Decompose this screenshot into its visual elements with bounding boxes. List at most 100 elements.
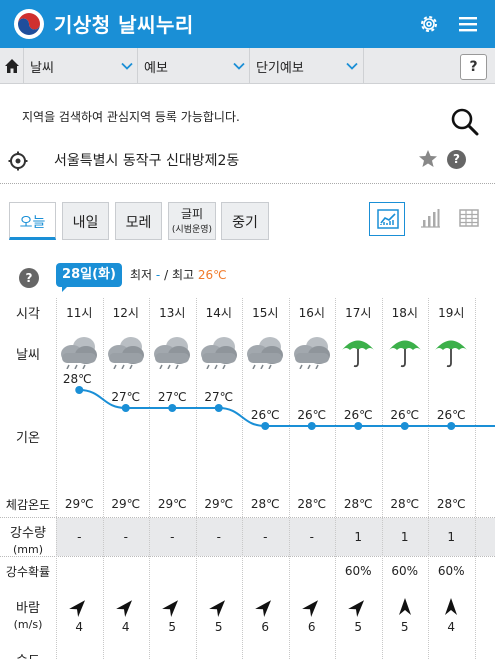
view-bar-button[interactable] xyxy=(412,202,448,236)
cloudy-rain-icon xyxy=(61,337,98,369)
wind-direction-arrow-icon xyxy=(69,600,86,617)
row-label-rain: 강수량 (mm) xyxy=(0,522,56,556)
nav-dropdown-forecast[interactable]: 예보 xyxy=(138,48,250,84)
tab-label: 글피 xyxy=(180,207,204,221)
temperature-point xyxy=(75,386,84,394)
rain-amount-value: - xyxy=(216,530,221,544)
row-label-weather: 날씨 xyxy=(16,348,40,363)
view-table-button[interactable] xyxy=(451,202,487,236)
rain-amount-value: - xyxy=(309,530,314,544)
forecast-help-icon[interactable]: ? xyxy=(19,268,39,288)
tab-three-days[interactable]: 글피 (시범운영) xyxy=(168,202,216,240)
temperature-point xyxy=(121,404,130,412)
max-label: 최고 xyxy=(171,268,195,282)
wind-speed-value: 6 xyxy=(261,620,270,634)
row-label-time: 시각 xyxy=(16,307,40,322)
hour-label: 18시 xyxy=(391,306,418,320)
wind-speed-value: 4 xyxy=(75,620,84,634)
temperature-label: 27℃ xyxy=(158,390,187,404)
home-button[interactable] xyxy=(0,48,24,84)
nav-dropdown-label: 날씨 xyxy=(30,61,54,76)
wind-unit: (m/s) xyxy=(13,618,43,631)
nav-dropdown-short-term[interactable]: 단기예보 xyxy=(250,48,364,84)
row-label-feels: 체감온도 xyxy=(5,498,51,512)
cloudy-rain-icon xyxy=(154,337,191,369)
location-name[interactable]: 서울특별시 동작구 신대방제2동 xyxy=(54,153,240,169)
date-badge-pointer xyxy=(62,286,74,292)
min-label: 최저 xyxy=(130,268,153,282)
column-divider xyxy=(102,298,104,659)
rain-row-band xyxy=(56,518,495,556)
top-bar: 기상청 날씨누리 xyxy=(0,0,495,48)
temperature-label: 26℃ xyxy=(251,408,280,422)
feels-like-value: 29℃ xyxy=(157,497,187,511)
date-badge: 28일(화) xyxy=(56,263,122,287)
menu-icon[interactable] xyxy=(455,12,481,36)
tab-day-after[interactable]: 모레 xyxy=(115,202,162,240)
wind-speed-value: 5 xyxy=(214,620,223,634)
column-divider xyxy=(335,298,336,659)
hour-label: 12시 xyxy=(112,306,139,320)
temperature-label: 27℃ xyxy=(111,390,140,404)
row-label-prob: 강수확률 xyxy=(5,565,51,579)
hour-label: 13시 xyxy=(159,306,186,320)
wind-speed-value: 5 xyxy=(354,620,363,634)
tab-label: 중기 xyxy=(232,215,258,231)
rain-label-text: 강수량 xyxy=(10,526,46,541)
feels-like-value: 28℃ xyxy=(343,497,373,511)
hour-label: 14시 xyxy=(205,306,232,320)
wind-speed-value: 5 xyxy=(168,620,177,634)
column-divider xyxy=(381,298,383,659)
tab-today[interactable]: 오늘 xyxy=(9,202,56,240)
logo-taegeuk-icon[interactable] xyxy=(13,8,45,40)
cloudy-rain-icon xyxy=(293,337,330,369)
row-label-temp: 기온 xyxy=(16,431,40,446)
gear-icon[interactable] xyxy=(416,12,442,36)
cloudy-rain-icon xyxy=(200,337,237,369)
column-divider xyxy=(195,298,197,659)
column-divider xyxy=(149,298,150,659)
wind-speed-value: 5 xyxy=(400,620,409,634)
location-help-icon[interactable]: ? xyxy=(447,150,466,169)
tab-label: 모레 xyxy=(125,215,152,231)
umbrella-icon xyxy=(388,340,421,368)
wind-direction-arrow-icon xyxy=(348,600,365,617)
min-max-separator: / xyxy=(164,268,169,282)
feels-like-value: 29℃ xyxy=(111,497,141,511)
tab-label: 내일 xyxy=(72,215,99,231)
hour-label: 17시 xyxy=(345,306,372,320)
wind-direction-arrow-icon xyxy=(162,600,179,617)
help-button[interactable]: ? xyxy=(460,54,487,80)
temperature-graph: 28℃ 27℃ 27℃ 27℃ 26℃ 26℃ 26℃ 26℃ 26℃ xyxy=(63,372,495,430)
max-value: 26℃ xyxy=(197,268,227,282)
min-max-temp: 최저 - / 최고 26℃ xyxy=(130,266,227,283)
column-divider xyxy=(474,298,476,659)
nav-dropdown-weather[interactable]: 날씨 xyxy=(24,48,138,84)
wind-speed-value: 4 xyxy=(447,620,456,634)
app-title[interactable]: 기상청 날씨누리 xyxy=(54,13,194,37)
hour-label: 15시 xyxy=(252,306,279,320)
rain-amount-value: - xyxy=(123,530,128,544)
wind-label-text: 바람 xyxy=(16,601,40,616)
rain-amount-value: 1 xyxy=(354,530,363,544)
search-hint: 지역을 검색하여 관심지역 등록 가능합니다. xyxy=(22,110,240,124)
view-graph-button[interactable] xyxy=(369,202,405,236)
nav-dropdown-label: 예보 xyxy=(144,61,168,76)
current-location-icon[interactable] xyxy=(8,151,28,171)
umbrella-icon xyxy=(435,340,468,368)
tab-tomorrow[interactable]: 내일 xyxy=(62,202,109,240)
tab-mid-term[interactable]: 중기 xyxy=(221,202,269,240)
temperature-point xyxy=(447,422,456,430)
search-icon[interactable] xyxy=(450,107,480,137)
table-icon xyxy=(459,209,479,227)
column-divider xyxy=(56,298,57,659)
wind-direction-arrow-icon xyxy=(115,600,132,617)
star-icon[interactable] xyxy=(418,149,438,169)
rain-probability-value: 60% xyxy=(437,564,465,578)
rain-amount-value: - xyxy=(77,530,82,544)
bar-chart-icon xyxy=(421,209,440,228)
temperature-point xyxy=(214,404,223,412)
row-label-wind: 바람 (m/s) xyxy=(0,597,56,631)
wind-direction-arrow-icon xyxy=(255,600,272,617)
